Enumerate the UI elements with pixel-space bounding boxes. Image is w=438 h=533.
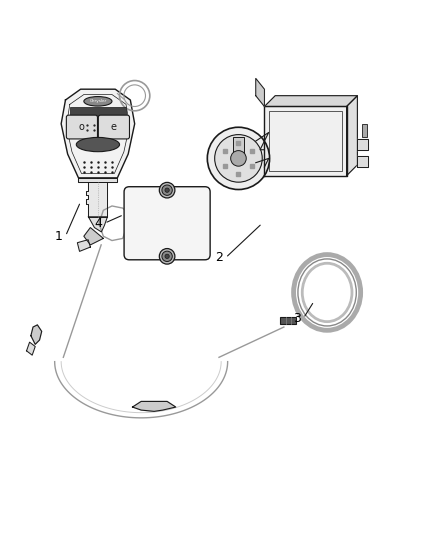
- Text: 4: 4: [94, 217, 102, 230]
- Polygon shape: [61, 89, 134, 178]
- Polygon shape: [357, 156, 368, 167]
- Circle shape: [162, 251, 172, 262]
- Polygon shape: [265, 96, 357, 107]
- Circle shape: [231, 151, 246, 166]
- Ellipse shape: [84, 96, 112, 106]
- Circle shape: [162, 185, 172, 196]
- Polygon shape: [265, 107, 346, 176]
- Polygon shape: [78, 240, 90, 252]
- Polygon shape: [27, 342, 35, 355]
- Polygon shape: [31, 325, 42, 344]
- Text: 2: 2: [215, 252, 223, 264]
- FancyBboxPatch shape: [124, 187, 210, 260]
- Polygon shape: [357, 139, 368, 150]
- FancyBboxPatch shape: [233, 137, 244, 154]
- FancyBboxPatch shape: [362, 124, 367, 137]
- Circle shape: [159, 182, 175, 198]
- Text: 3: 3: [293, 312, 301, 325]
- Circle shape: [215, 135, 262, 182]
- Polygon shape: [88, 217, 107, 232]
- Circle shape: [165, 188, 169, 192]
- Text: 1: 1: [55, 230, 63, 243]
- Text: Chrysler: Chrysler: [89, 99, 106, 103]
- Ellipse shape: [302, 263, 352, 321]
- FancyBboxPatch shape: [66, 115, 98, 139]
- Circle shape: [207, 127, 270, 190]
- Circle shape: [159, 248, 175, 264]
- FancyBboxPatch shape: [280, 317, 296, 325]
- Polygon shape: [86, 182, 107, 217]
- Polygon shape: [78, 178, 117, 182]
- Circle shape: [165, 254, 169, 259]
- FancyBboxPatch shape: [99, 115, 130, 139]
- Polygon shape: [346, 96, 357, 176]
- Polygon shape: [133, 401, 176, 411]
- Text: o: o: [79, 122, 85, 132]
- Polygon shape: [256, 78, 265, 107]
- Text: e: e: [111, 122, 117, 132]
- Polygon shape: [84, 228, 103, 245]
- FancyBboxPatch shape: [70, 107, 126, 115]
- Ellipse shape: [76, 138, 120, 152]
